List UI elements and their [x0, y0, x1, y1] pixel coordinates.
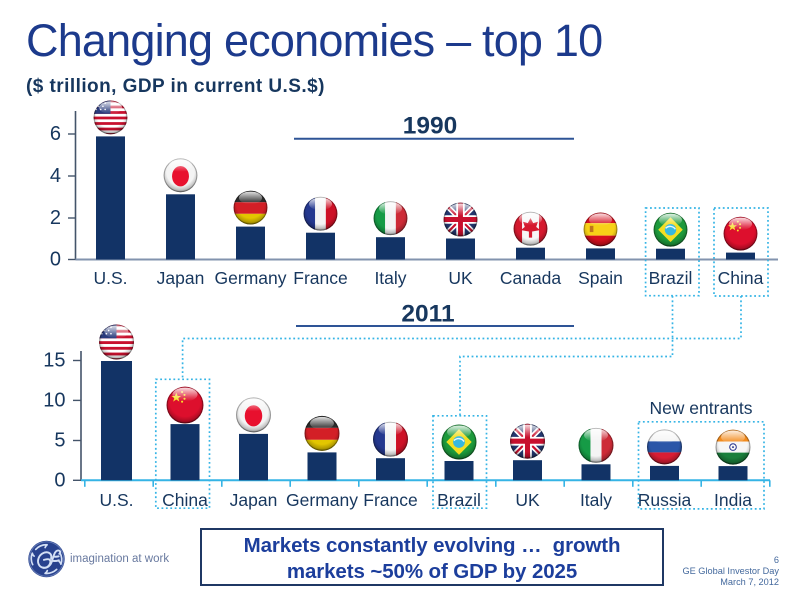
svg-text:Brazil: Brazil: [649, 268, 693, 288]
svg-text:Japan: Japan: [230, 490, 278, 510]
svg-text:China: China: [162, 490, 208, 510]
svg-text:UK: UK: [448, 268, 473, 288]
svg-text:Brazil: Brazil: [437, 490, 481, 510]
svg-text:15: 15: [43, 350, 65, 372]
svg-text:Canada: Canada: [500, 268, 562, 288]
svg-text:Spain: Spain: [578, 268, 623, 288]
svg-text:India: India: [714, 490, 752, 510]
svg-text:France: France: [363, 490, 417, 510]
svg-text:0: 0: [50, 249, 61, 271]
svg-text:Japan: Japan: [157, 268, 205, 288]
svg-text:U.S.: U.S.: [99, 490, 133, 510]
svg-text:China: China: [718, 268, 764, 288]
svg-text:U.S.: U.S.: [93, 268, 127, 288]
svg-text:6: 6: [50, 123, 61, 145]
svg-text:4: 4: [50, 165, 61, 187]
svg-text:Italy: Italy: [580, 490, 612, 510]
svg-text:5: 5: [54, 430, 65, 452]
svg-text:New entrants: New entrants: [649, 398, 752, 418]
svg-text:Germany: Germany: [215, 268, 287, 288]
svg-text:France: France: [293, 268, 347, 288]
svg-text:10: 10: [43, 389, 65, 411]
svg-text:Germany: Germany: [286, 490, 358, 510]
svg-text:UK: UK: [515, 490, 540, 510]
svg-text:2011: 2011: [401, 301, 454, 328]
svg-text:0: 0: [54, 469, 65, 491]
svg-text:2: 2: [50, 207, 61, 229]
svg-text:Italy: Italy: [374, 268, 406, 288]
svg-text:Russia: Russia: [638, 490, 692, 510]
svg-text:1990: 1990: [403, 113, 458, 140]
